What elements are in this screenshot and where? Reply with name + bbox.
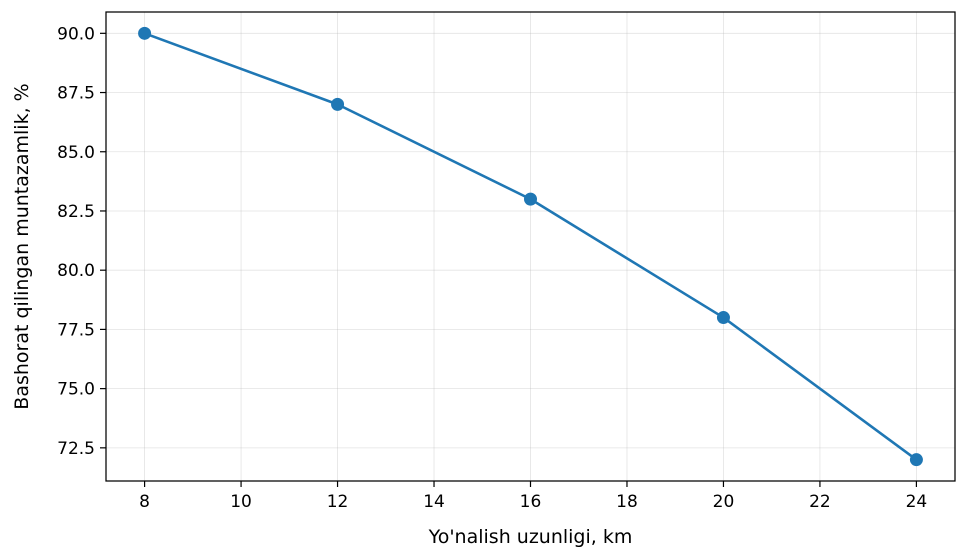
x-tick-label: 12 (327, 492, 349, 512)
data-point (716, 311, 730, 325)
data-point (524, 192, 537, 206)
y-tick-label: 75.0 (57, 380, 95, 400)
x-tick-label: 8 (139, 492, 150, 512)
y-tick-label: 72.5 (57, 439, 95, 459)
y-tick-label: 82.5 (57, 202, 95, 222)
x-tick-label: 22 (809, 492, 831, 512)
series-layer (138, 26, 923, 467)
data-point (909, 453, 923, 467)
x-tick-label: 14 (423, 492, 445, 512)
data-point (331, 97, 345, 111)
y-tick-label: 87.5 (57, 84, 95, 104)
x-tick-label: 16 (520, 492, 542, 512)
grid-lines (106, 12, 955, 481)
x-tick-label: 18 (616, 492, 638, 512)
y-tick-label: 77.5 (57, 320, 95, 340)
y-tick-label: 80.0 (57, 261, 95, 281)
x-tick-label: 10 (230, 492, 252, 512)
axis-ticks: 8 10 12 14 16 18 20 22 24 72.5 75.0 77.5 80.0 82.5 85.… (57, 24, 927, 512)
x-tick-label: 24 (906, 492, 928, 512)
y-axis-title: Bashorat qilingan muntazamlik, % (11, 83, 33, 409)
x-tick-label: 20 (713, 492, 735, 512)
x-axis-title: Yo'nalish uzunligi, km (428, 526, 633, 548)
data-point (138, 26, 152, 40)
y-tick-label: 85.0 (57, 143, 95, 163)
y-tick-label: 90.0 (57, 24, 95, 44)
